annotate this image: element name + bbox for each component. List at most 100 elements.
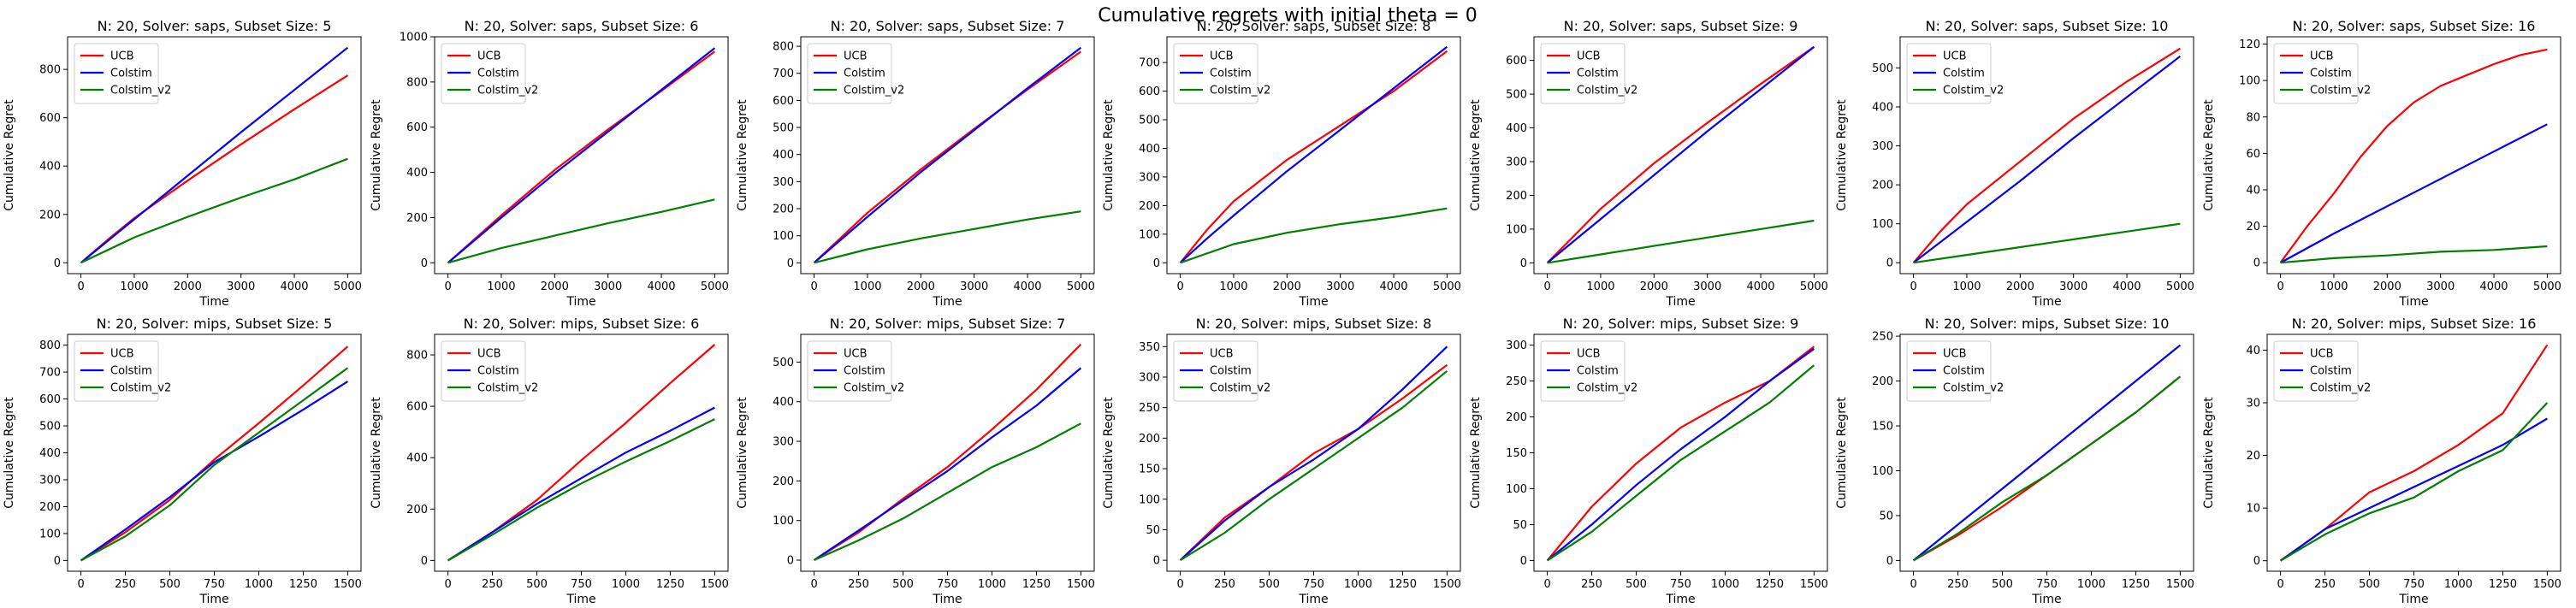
- legend-label: UCB: [477, 348, 501, 361]
- x-tick-label: 1000: [1219, 280, 1247, 293]
- x-tick-label: 1000: [1711, 578, 1739, 591]
- y-tick-label: 400: [39, 447, 61, 460]
- axes-frame: [800, 36, 1095, 274]
- subplot-title: N: 20, Solver: saps, Subset Size: 9: [1564, 18, 1798, 34]
- y-tick-label: 0: [54, 555, 61, 568]
- x-tick-label: 750: [2403, 578, 2425, 591]
- subplot-8: N: 20, Solver: mips, Subset Size: 5 0 250 5…: [3, 316, 362, 606]
- series-line-colstim: [1179, 345, 1448, 561]
- y-axis-label: Cumulative Regret: [736, 397, 749, 509]
- legend: UCB Colstim Colstim_v2: [1540, 340, 1637, 402]
- x-axis-label: Time: [198, 593, 228, 606]
- x-tick-label: 1000: [245, 578, 273, 591]
- legend-frame: [1173, 43, 1258, 104]
- x-tick-label: 500: [1626, 578, 1647, 591]
- y-tick-label: 700: [1139, 57, 1160, 70]
- subplot-6: N: 20, Solver: saps, Subset Size: 10 0 100…: [1835, 18, 2194, 309]
- y-tick-label: 50: [1879, 510, 1893, 522]
- x-axis-label: Time: [1665, 593, 1695, 606]
- x-tick-label: 1500: [2166, 578, 2194, 591]
- axes-frame: [434, 36, 729, 274]
- x-tick-label: 1000: [2444, 578, 2472, 591]
- axes-frame: [1899, 36, 2194, 274]
- x-tick-label: 3000: [2426, 280, 2455, 293]
- x-tick-label: 1000: [1952, 280, 1981, 293]
- x-tick-label: 2000: [1640, 280, 1668, 293]
- legend-label: Colstim_v2: [1210, 85, 1270, 97]
- series-line-colstim: [813, 46, 1082, 264]
- legend-label: UCB: [1210, 348, 1234, 361]
- y-tick-label: 100: [773, 515, 794, 528]
- x-tick-label: 3000: [960, 280, 988, 293]
- y-tick-label: 0: [421, 257, 428, 270]
- x-tick-label: 500: [159, 578, 181, 591]
- y-tick-label: 500: [773, 122, 794, 135]
- x-tick-label: 1250: [2489, 578, 2517, 591]
- x-tick-label: 1000: [978, 578, 1006, 591]
- x-tick-label: 0: [1543, 578, 1550, 591]
- y-tick-label: 700: [773, 68, 794, 80]
- y-axis-label: Cumulative Regret: [1102, 397, 1116, 509]
- x-tick-label: 1000: [612, 578, 640, 591]
- x-tick-label: 1250: [1022, 578, 1051, 591]
- x-tick-label: 1000: [487, 280, 515, 293]
- y-tick-label: 0: [2253, 555, 2260, 568]
- y-tick-label: 250: [1506, 375, 1527, 388]
- y-tick-label: 400: [406, 167, 428, 180]
- y-tick-label: 800: [773, 41, 794, 54]
- subplot-title: N: 20, Solver: mips, Subset Size: 10: [1925, 316, 2170, 332]
- legend-frame: [74, 43, 159, 104]
- series-line-ucb: [1912, 47, 2181, 263]
- series-line-colstim-v2: [2280, 245, 2548, 264]
- x-tick-label: 5000: [1800, 280, 1828, 293]
- y-tick-label: 400: [406, 452, 428, 465]
- series-line-colstim: [1912, 344, 2182, 562]
- y-tick-label: 0: [787, 257, 794, 270]
- series-line-ucb: [1179, 50, 1448, 263]
- axes-frame: [2266, 334, 2561, 572]
- axes-frame: [800, 334, 1095, 572]
- y-tick-label: 30: [2246, 398, 2260, 410]
- x-tick-label: 0: [810, 578, 817, 591]
- x-tick-label: 0: [1176, 280, 1183, 293]
- subplot-title: N: 20, Solver: mips, Subset Size: 9: [1563, 316, 1799, 332]
- series-line-colstim-v2: [1913, 222, 2181, 264]
- subplot-title: N: 20, Solver: mips, Subset Size: 8: [1196, 316, 1432, 332]
- y-tick-label: 800: [406, 76, 428, 89]
- x-tick-label: 250: [848, 578, 869, 591]
- y-tick-label: 0: [1520, 555, 1527, 568]
- y-tick-label: 200: [1506, 411, 1527, 424]
- series-line-colstim-v2: [1180, 369, 1448, 562]
- series-line-colstim: [813, 367, 1082, 561]
- legend-label: Colstim_v2: [844, 382, 904, 395]
- series-line-ucb: [813, 50, 1082, 264]
- legend-label: UCB: [844, 348, 868, 361]
- legend-label: Colstim: [2310, 365, 2352, 378]
- y-tick-label: 200: [1872, 375, 1893, 388]
- y-tick-label: 250: [1872, 331, 1893, 344]
- series-line-colstim: [2280, 123, 2548, 264]
- series-line-colstim: [1546, 45, 1815, 264]
- x-tick-label: 1250: [1389, 578, 1417, 591]
- series-line-colstim-v2: [814, 422, 1081, 562]
- y-tick-label: 300: [1506, 156, 1527, 168]
- legend-label: Colstim: [1210, 365, 1252, 378]
- y-tick-label: 300: [773, 436, 794, 449]
- x-tick-label: 500: [1258, 578, 1280, 591]
- x-tick-label: 0: [1910, 578, 1916, 591]
- y-tick-label: 20: [2246, 221, 2260, 233]
- legend-frame: [1540, 340, 1626, 402]
- x-tick-label: 500: [892, 578, 914, 591]
- y-tick-label: 300: [39, 474, 61, 487]
- legend-label: UCB: [110, 50, 134, 63]
- x-tick-label: 0: [1176, 578, 1183, 591]
- y-tick-label: 100: [1139, 493, 1160, 506]
- series-line-colstim-v2: [80, 157, 348, 264]
- x-axis-label: Time: [1298, 295, 1328, 309]
- y-tick-label: 500: [1139, 115, 1160, 127]
- legend-label: Colstim: [1577, 68, 1619, 80]
- legend: UCB Colstim Colstim_v2: [74, 340, 171, 402]
- x-axis-label: Time: [2398, 295, 2428, 309]
- series-line-ucb: [1546, 45, 1815, 264]
